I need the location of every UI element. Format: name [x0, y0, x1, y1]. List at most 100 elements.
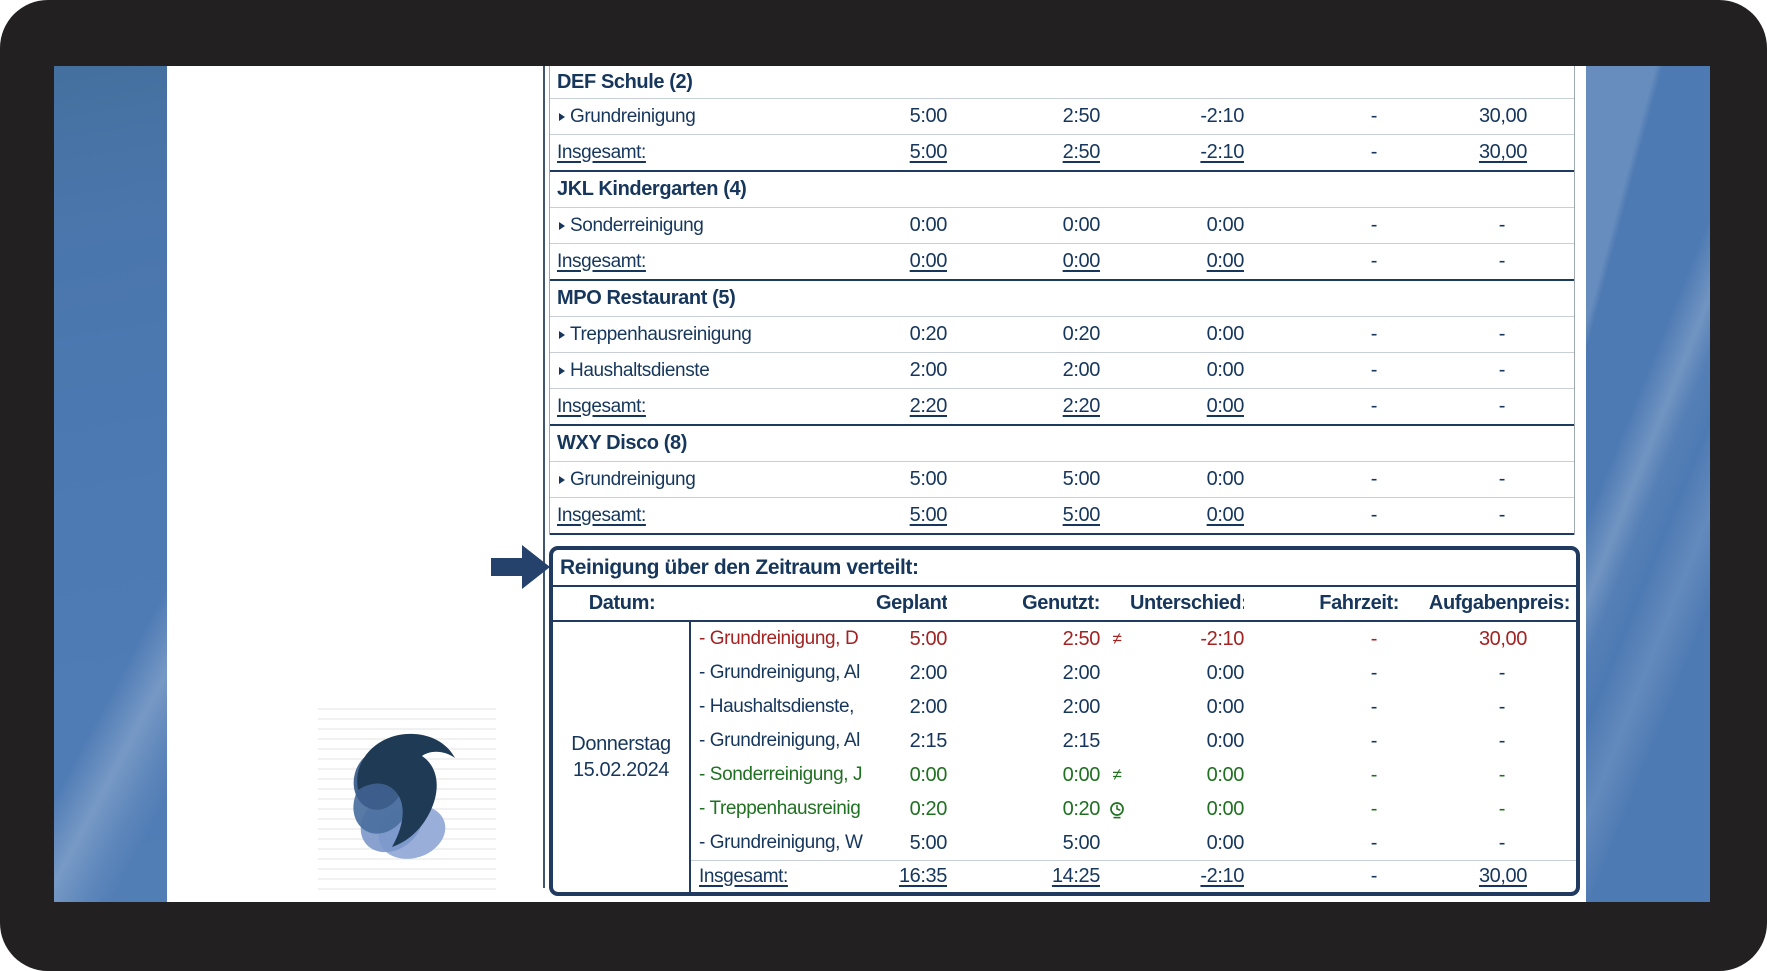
period-distribution-table: Reinigung über den Zeitraum verteilt: Da…: [549, 546, 1580, 896]
right-sidebar: [1586, 66, 1710, 902]
fahr-value: -: [1370, 214, 1378, 236]
unt-cell: 0:00: [1130, 395, 1245, 418]
gen-value: 5:00: [1062, 504, 1101, 526]
gen-value: 2:00: [1062, 695, 1101, 718]
num0-cell: 5:00: [876, 832, 948, 855]
clock-icon: [1104, 800, 1130, 819]
preis-cell: -: [1399, 730, 1527, 753]
num0-cell: 2:20: [822, 395, 948, 418]
fahr-value: -: [1370, 797, 1378, 820]
gen-value: 2:50: [1062, 105, 1101, 127]
gen-cell: 0:00 ≠: [947, 764, 1130, 787]
task-label[interactable]: Grundreinigung: [550, 469, 822, 491]
summary-task-row: - Grundreinigung, Al 2:00 2:00 0:00 - -: [691, 656, 1576, 690]
building-group-row: DEF Schule (2): [550, 66, 1574, 98]
gen-value: 2:20: [1062, 395, 1101, 417]
unt-value: 0:00: [1206, 214, 1245, 236]
gen-cell: 5:00: [947, 832, 1130, 855]
preis-value: -: [1498, 468, 1506, 490]
unt-value: 0:00: [1206, 250, 1245, 272]
num0-cell: 0:20: [822, 323, 948, 346]
totals-label: Insgesamt:: [699, 865, 788, 887]
num0-cell: 2:00: [876, 696, 948, 719]
fahr-value: -: [1370, 504, 1378, 526]
unt-value: 0:00: [1206, 695, 1245, 718]
preis-cell: -: [1399, 832, 1527, 855]
num0-value: 2:15: [909, 729, 948, 752]
summary-task-name: - Sonderreinigung, J: [699, 764, 863, 785]
unt-value: -2:10: [1200, 627, 1244, 650]
total-label-text: Insgesamt:: [557, 504, 646, 526]
summary-task-rows: - Grundreinigung, D 5:00 2:50 ≠ -2:10-30,00-…: [691, 622, 1576, 892]
preis-value: 30,00: [1478, 105, 1527, 127]
preis-cell: 30,00: [1399, 628, 1527, 651]
num0-cell: 0:00: [822, 250, 948, 273]
header-aufgabenpreis: Aufgabenpreis:: [1428, 592, 1570, 614]
fahr-cell: -: [1244, 832, 1399, 855]
group-total-row: Insgesamt: 5:00 2:50 -2:10 - 30,00: [550, 134, 1574, 172]
building-name: DEF Schule (2): [557, 70, 693, 93]
fahr-cell: -: [1244, 730, 1399, 753]
unt-value: 0:00: [1206, 359, 1245, 381]
header-geplant: Geplant:: [876, 592, 947, 614]
num0-value: 2:00: [909, 359, 948, 381]
fahr-cell: -: [1244, 764, 1399, 787]
unt-cell: -2:10: [1130, 628, 1244, 651]
unt-value: 0:00: [1206, 395, 1245, 417]
gen-value: 0:00: [1062, 763, 1101, 786]
num0-cell: 5:00: [876, 628, 948, 651]
unt-value: 0:00: [1206, 831, 1245, 854]
task-name: Grundreinigung: [570, 468, 696, 490]
task-name: Haushaltsdienste: [570, 359, 710, 381]
preis-value: -: [1498, 661, 1506, 684]
fahr-cell: -: [1244, 662, 1399, 685]
num0-value: 2:20: [909, 395, 948, 417]
num0-cell: 2:00: [876, 662, 948, 685]
header-fahrzeit: Fahrzeit:: [1319, 592, 1399, 614]
unt-value: 0:00: [1206, 729, 1245, 752]
summary-task-row: - Haushaltsdienste, 2:00 2:00 0:00 - -: [691, 690, 1576, 724]
unt-value: 0:00: [1206, 763, 1245, 786]
fahr-cell: -: [1244, 323, 1399, 346]
preis-cell: -: [1399, 323, 1527, 346]
num0-cell: 5:00: [822, 468, 948, 491]
unt-cell: -2:10: [1130, 141, 1244, 164]
num0-cell: 2:15: [876, 729, 948, 753]
unt-cell: 0:00: [1130, 763, 1245, 787]
total-label-text: Insgesamt:: [557, 250, 646, 272]
gen-cell: 2:50 ≠: [947, 628, 1130, 651]
expand-marker-icon: [559, 366, 565, 375]
task-label[interactable]: Grundreinigung: [550, 106, 822, 128]
unt-cell: 0:00: [1130, 729, 1245, 753]
unt-value: 0:00: [1206, 797, 1245, 820]
summary-task-row: - Grundreinigung, D 5:00 2:50 ≠ -2:10 - 30,00: [691, 622, 1576, 656]
preis-value: -: [1498, 729, 1506, 752]
num0-value: 5:00: [909, 141, 948, 163]
fahr-cell: -: [1244, 250, 1399, 273]
fahr-value: -: [1370, 661, 1378, 684]
preis-cell: -: [1399, 504, 1527, 527]
num0-value: 0:20: [909, 323, 948, 345]
fahr-cell: -: [1244, 468, 1399, 491]
task-label[interactable]: Haushaltsdienste: [550, 360, 822, 382]
not-equal-icon: ≠: [1112, 765, 1122, 784]
fahr-value: -: [1370, 250, 1378, 272]
preis-value: -: [1498, 323, 1506, 345]
fahr-value: -: [1370, 323, 1378, 345]
unt-cell: 0:00: [1130, 214, 1245, 237]
date-cell: Donnerstag 15.02.2024: [553, 622, 691, 892]
not-equal-icon: ≠: [1112, 629, 1122, 648]
fahr-value: -: [1370, 729, 1378, 752]
preis-cell: -: [1399, 696, 1527, 719]
task-label[interactable]: Sonderreinigung: [550, 215, 822, 237]
total-label: Insgesamt:: [550, 142, 822, 164]
total-label-text: Insgesamt:: [557, 141, 646, 163]
unt-cell: 0:00: [1130, 831, 1245, 855]
task-row: Sonderreinigung 0:00 0:00 0:00 - -: [550, 207, 1574, 243]
expand-marker-icon: [559, 112, 565, 121]
pointer-arrow-icon: [491, 545, 550, 589]
preis-cell: -: [1399, 395, 1527, 418]
fahr-cell: -: [1244, 105, 1399, 128]
task-label[interactable]: Treppenhausreinigung: [550, 324, 822, 346]
gen-value: 2:15: [1062, 729, 1101, 752]
